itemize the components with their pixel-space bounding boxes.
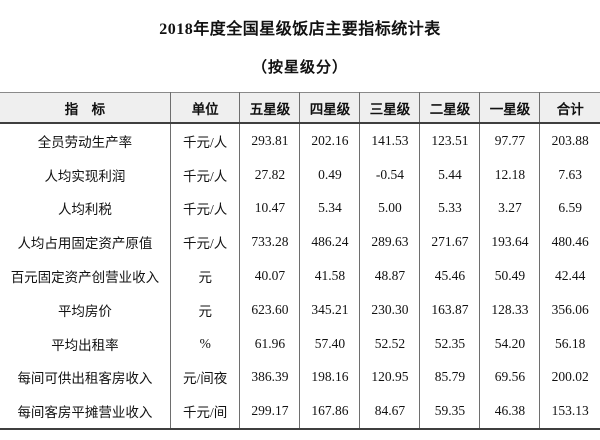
column-header: 三星级	[359, 92, 420, 124]
statistics-report-page: 2018年度全国星级饭店主要指标统计表 （按星级分） 指 标单位 五星级 四星级 三星…	[0, 15, 600, 440]
value-cell: 3.27	[479, 191, 540, 226]
unit-cell: 千元/间	[169, 394, 240, 430]
value-cell: 202.16	[299, 123, 360, 158]
unit-cell: 元	[169, 292, 240, 327]
value-cell: 5.33	[419, 191, 480, 226]
table-row: 百元固定资产创营业收入元 40.07 41.58 48.87 45.46 50.49 42.…	[0, 259, 600, 293]
value-cell: 198.16	[299, 360, 360, 395]
value-cell: 52.35	[419, 326, 480, 361]
value-cell: 5.44	[419, 157, 480, 192]
value-cell: 230.30	[359, 292, 420, 327]
statistics-table: 指 标单位 五星级 四星级 三星级 二星级 一星级 合计 全员劳动生产率 千元/人 293.81…	[0, 92, 600, 431]
value-cell: 46.38	[479, 394, 540, 430]
value-cell: 59.35	[419, 394, 480, 430]
unit-cell: 千元/人	[169, 191, 240, 226]
table-row: 每间客房平摊营业收入 千元/间 299.17 167.86 84.67 59.35 46.3…	[0, 394, 600, 430]
unit-cell: 千元/人	[169, 157, 240, 192]
column-header: 二星级	[419, 92, 480, 124]
value-cell: 386.39	[239, 360, 300, 395]
indicator-cell: 每间可供出租客房收入	[17, 371, 153, 387]
page-title: 2018年度全国星级饭店主要指标统计表	[159, 21, 441, 38]
value-cell: 61.96	[239, 326, 300, 361]
value-cell: 289.63	[359, 225, 420, 260]
table-body: 全员劳动生产率 千元/人 293.81 202.16 141.53 123.51 97.77…	[0, 123, 600, 430]
value-cell: 69.56	[479, 360, 540, 395]
table-row: 人均实现利润 千元/人 27.82 0.49 -0.54 5.44 12.18 7.63	[0, 157, 600, 192]
indicator-cell: 人均利税	[57, 202, 112, 218]
table-row: 平均出租率% 61.96 57.40 52.52 52.35 54.20 56.18	[0, 326, 600, 361]
value-cell: 141.53	[359, 123, 420, 158]
value-cell: 5.34	[299, 191, 360, 226]
value-cell: 200.02	[539, 360, 600, 395]
value-cell: 56.18	[539, 326, 600, 361]
value-cell: 97.77	[479, 123, 540, 158]
value-cell: 153.13	[539, 394, 600, 430]
column-header: 一星级	[479, 92, 540, 124]
indicator-cell: 百元固定资产创营业收入	[10, 270, 160, 286]
page-subtitle: （按星级分）	[251, 60, 348, 76]
indicator-cell: 人均实现利润	[44, 168, 126, 184]
value-cell: 356.06	[539, 292, 600, 327]
value-cell: 623.60	[239, 292, 300, 327]
table-header-row: 指 标单位 五星级 四星级 三星级 二星级 一星级 合计	[0, 92, 600, 124]
table-row: 平均房价 元 623.60 345.21 230.30 163.87 128.33 356.0…	[0, 292, 600, 327]
indicator-cell: 全员劳动生产率	[37, 134, 133, 150]
value-cell: 42.44	[539, 259, 600, 293]
value-cell: 45.46	[419, 259, 480, 293]
value-cell: 85.79	[419, 360, 480, 395]
unit-cell: 千元/人	[169, 225, 240, 260]
value-cell: 48.87	[359, 259, 420, 293]
value-cell: 293.81	[239, 123, 300, 158]
value-cell: 345.21	[299, 292, 360, 327]
column-header: 单位	[169, 92, 240, 124]
indicator-cell: 每间客房平摊营业收入	[17, 405, 153, 421]
table-header: 指 标单位 五星级 四星级 三星级 二星级 一星级 合计	[0, 92, 600, 124]
unit-cell: %	[169, 326, 240, 361]
value-cell: 480.46	[539, 225, 600, 260]
value-cell: 27.82	[239, 157, 300, 192]
value-cell: 299.17	[239, 394, 300, 430]
value-cell: 6.59	[539, 191, 600, 226]
value-cell: 7.63	[539, 157, 600, 192]
table-row: 人均占用固定资产原值 千元/人 733.28 486.24 289.63 271.67 19…	[0, 225, 600, 260]
column-header: 四星级	[299, 92, 360, 124]
column-header: 指 标	[0, 92, 171, 124]
table-row: 人均利税 千元/人 10.47 5.34 5.00 5.33 3.27 6.59	[0, 191, 600, 226]
value-cell: 193.64	[479, 225, 540, 260]
value-cell: 733.28	[239, 225, 300, 260]
value-cell: 52.52	[359, 326, 420, 361]
unit-cell: 元/间夜	[169, 360, 240, 395]
value-cell: 84.67	[359, 394, 420, 430]
table-row: 全员劳动生产率 千元/人 293.81 202.16 141.53 123.51 97.77…	[0, 123, 600, 158]
unit-cell: 元	[169, 259, 240, 293]
value-cell: 10.47	[239, 191, 300, 226]
indicator-cell: 人均占用固定资产原值	[17, 236, 153, 252]
indicator-cell: 平均房价	[57, 303, 112, 319]
column-header: 五星级	[239, 92, 300, 124]
value-cell: -0.54	[359, 157, 420, 192]
value-cell: 41.58	[299, 259, 360, 293]
value-cell: 271.67	[419, 225, 480, 260]
value-cell: 203.88	[539, 123, 600, 158]
value-cell: 120.95	[359, 360, 420, 395]
value-cell: 40.07	[239, 259, 300, 293]
value-cell: 123.51	[419, 123, 480, 158]
value-cell: 128.33	[479, 292, 540, 327]
value-cell: 0.49	[299, 157, 360, 192]
value-cell: 163.87	[419, 292, 480, 327]
value-cell: 5.00	[359, 191, 420, 226]
column-header: 合计	[539, 92, 600, 124]
value-cell: 12.18	[479, 157, 540, 192]
indicator-cell: 平均出租率	[51, 337, 119, 353]
value-cell: 57.40	[299, 326, 360, 361]
table-row: 每间可供出租客房收入 元/间夜 386.39 198.16 120.95 85.79 69.…	[0, 360, 600, 395]
value-cell: 50.49	[479, 259, 540, 293]
value-cell: 54.20	[479, 326, 540, 361]
value-cell: 486.24	[299, 225, 360, 260]
value-cell: 167.86	[299, 394, 360, 430]
unit-cell: 千元/人	[169, 123, 240, 158]
